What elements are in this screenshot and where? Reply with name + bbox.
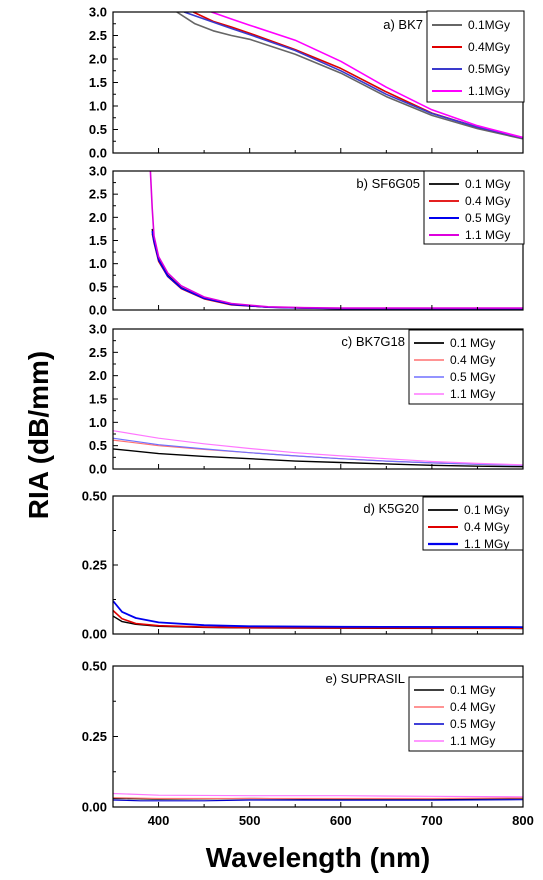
panel-2: 0.0 0.5 1.0 1.5 2.0 2.5 3.0 0.1 MGy 0.4 MGy 0.5 M… <box>89 164 525 318</box>
panel-4: 0.00 0.25 0.50 0.1 MGy 0.4 MGy 1.1 MGy d) K5G2… <box>82 489 524 642</box>
legend: 0.1MGy 0.4MGy 0.5MGy 1.1MGy <box>426 10 525 103</box>
y-tick-label: 0.00 <box>82 800 107 815</box>
y-tick-label: 2.5 <box>89 28 107 43</box>
y-tick-label: 1.5 <box>89 75 107 90</box>
chart-panels: 0.0 0.5 1.0 1.5 2.0 2.5 3.0 0.1MGy 0.4MGy 0.5MGy 1… <box>82 5 534 829</box>
legend-label: 1.1 MGy <box>465 228 510 242</box>
legend-label: 0.1MGy <box>468 18 510 32</box>
panel-3: 0.0 0.5 1.0 1.5 2.0 2.5 3.0 0.1 MGy 0.4 MGy 0.5 M… <box>89 322 524 477</box>
x-tick-label: 500 <box>239 813 261 828</box>
y-tick-label: 3.0 <box>89 5 107 20</box>
series-line-3 <box>113 437 523 466</box>
series-lines <box>113 792 523 802</box>
y-tick-label: 0.0 <box>89 303 107 318</box>
legend: 0.1 MGy 0.4 MGy 1.1 MGy <box>422 496 524 551</box>
legend-label: 0.1 MGy <box>464 503 509 517</box>
y-tick-label: 0.0 <box>89 462 107 477</box>
series-line-3 <box>183 12 523 139</box>
y-tick-label: 0.50 <box>82 659 107 674</box>
series-line-3 <box>113 600 523 628</box>
y-tick-label: 0.00 <box>82 627 107 642</box>
x-tick-label: 800 <box>512 813 534 828</box>
y-tick-label: 0.25 <box>82 558 107 573</box>
series-line-4 <box>211 12 523 139</box>
legend-label: 1.1 MGy <box>450 387 495 401</box>
panel-label: c) BK7G18 <box>341 334 405 349</box>
y-tick-label: 0.50 <box>82 489 107 504</box>
x-tick-label: 400 <box>148 813 170 828</box>
legend-label: 0.5 MGy <box>450 717 495 731</box>
legend: 0.1 MGy 0.4 MGy 0.5 MGy 1.1 MGy <box>408 676 524 752</box>
y-tick-label: 0.5 <box>89 279 107 294</box>
y-tick-label: 1.5 <box>89 392 107 407</box>
y-tick-label: 0.5 <box>89 122 107 137</box>
y-tick-label: 0.5 <box>89 438 107 453</box>
series-lines <box>176 12 523 140</box>
panel-label: d) K5G20 <box>363 501 419 516</box>
y-tick-label: 1.5 <box>89 233 107 248</box>
x-tick-label: 700 <box>421 813 443 828</box>
legend-label: 0.4 MGy <box>450 353 495 367</box>
y-tick-label: 2.5 <box>89 187 107 202</box>
series-line-4 <box>113 430 523 466</box>
legend-label: 0.1 MGy <box>465 177 510 191</box>
series-line-2 <box>113 609 523 629</box>
y-tick-label: 2.0 <box>89 210 107 225</box>
legend: 0.1 MGy 0.4 MGy 0.5 MGy 1.1 MGy <box>423 170 525 245</box>
x-tick-label: 600 <box>330 813 352 828</box>
series-lines <box>113 430 523 468</box>
series-line-3 <box>113 799 523 802</box>
series-line-2 <box>113 797 523 800</box>
panel-label: e) SUPRASIL <box>326 671 405 686</box>
y-tick-label: 3.0 <box>89 164 107 179</box>
panel-1: 0.0 0.5 1.0 1.5 2.0 2.5 3.0 0.1MGy 0.4MGy 0.5MGy 1… <box>89 5 525 161</box>
legend-label: 0.4 MGy <box>450 700 495 714</box>
legend-box <box>426 10 525 103</box>
legend-label: 0.5MGy <box>468 62 510 76</box>
y-tick-label: 1.0 <box>89 99 107 114</box>
legend-label: 0.1 MGy <box>450 336 495 350</box>
panel-label: b) SF6G05 <box>356 176 420 191</box>
legend: 0.1 MGy 0.4 MGy 0.5 MGy 1.1 MGy <box>408 329 524 405</box>
legend-label: 0.5 MGy <box>450 370 495 384</box>
y-tick-label: 0.0 <box>89 146 107 161</box>
x-axis-title: Wavelength (nm) <box>206 842 431 873</box>
panel-5: 0.00 0.25 0.50 400 500 600 700 800 0.1 MGy 0.4 MG… <box>82 659 534 829</box>
y-tick-label: 1.0 <box>89 415 107 430</box>
legend-label: 0.4 MGy <box>464 520 509 534</box>
legend-label: 1.1 MGy <box>464 537 509 551</box>
series-lines <box>113 600 523 630</box>
legend-label: 0.5 MGy <box>465 211 510 225</box>
legend-label: 1.1 MGy <box>450 734 495 748</box>
legend-label: 0.1 MGy <box>450 683 495 697</box>
series-line-1 <box>113 448 523 468</box>
series-line-1 <box>176 12 523 140</box>
legend-label: 1.1MGy <box>468 84 510 98</box>
y-tick-label: 2.0 <box>89 52 107 67</box>
legend-label: 0.4 MGy <box>465 194 510 208</box>
y-tick-label: 3.0 <box>89 322 107 337</box>
y-tick-label: 0.25 <box>82 729 107 744</box>
y-axis-title: RIA (dB/mm) <box>23 351 54 520</box>
series-line-4 <box>113 792 523 798</box>
y-tick-label: 1.0 <box>89 256 107 271</box>
y-tick-label: 2.0 <box>89 368 107 383</box>
legend-box <box>422 496 524 551</box>
panel-label: a) BK7 <box>383 17 423 32</box>
y-tick-label: 2.5 <box>89 345 107 360</box>
legend-label: 0.4MGy <box>468 40 510 54</box>
